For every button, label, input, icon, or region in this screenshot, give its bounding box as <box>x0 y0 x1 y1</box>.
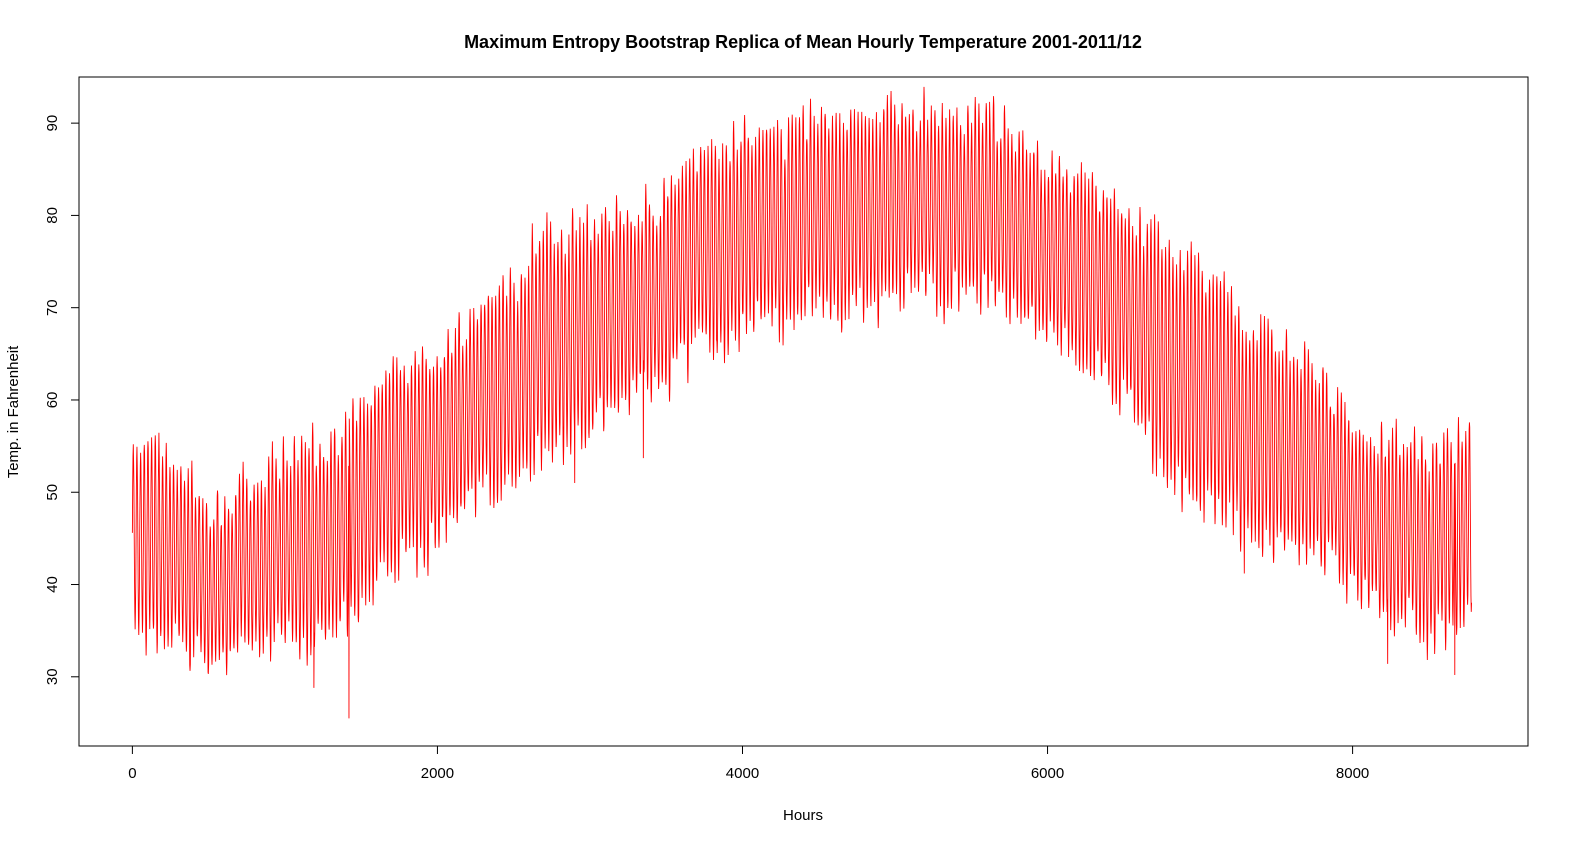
y-tick-label: 50 <box>44 484 61 501</box>
y-tick-label: 60 <box>44 392 61 409</box>
y-tick-label: 90 <box>44 115 61 132</box>
y-axis-label: Temp. in Fahrenheit <box>5 345 22 478</box>
y-tick-label: 40 <box>44 576 61 593</box>
x-tick-label: 8000 <box>1336 765 1369 782</box>
y-tick-label: 80 <box>44 207 61 224</box>
x-axis-label: Hours <box>783 807 823 824</box>
chart-title: Maximum Entropy Bootstrap Replica of Mea… <box>464 32 1142 52</box>
x-axis: 0 2000 4000 6000 8000 <box>128 745 1369 782</box>
x-tick-label: 2000 <box>421 765 454 782</box>
series-line-layer <box>131 86 1473 719</box>
x-tick-label: 0 <box>128 765 136 782</box>
y-axis: 30 40 50 60 70 80 90 <box>44 115 80 685</box>
y-tick-label: 70 <box>44 299 61 316</box>
series-line <box>131 86 1473 719</box>
y-tick-label: 30 <box>44 668 61 685</box>
x-tick-label: 4000 <box>726 765 759 782</box>
x-tick-label: 6000 <box>1031 765 1064 782</box>
